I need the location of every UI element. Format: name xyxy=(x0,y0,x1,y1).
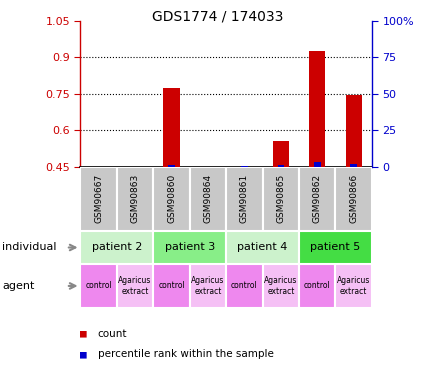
Text: GSM90862: GSM90862 xyxy=(312,174,321,223)
Bar xyxy=(168,165,174,167)
Bar xyxy=(80,167,117,231)
Bar xyxy=(153,231,226,264)
Text: patient 5: patient 5 xyxy=(309,243,360,252)
Text: GSM90860: GSM90860 xyxy=(167,174,176,223)
Bar xyxy=(272,141,288,167)
Bar xyxy=(335,264,371,308)
Bar xyxy=(153,264,189,308)
Bar xyxy=(189,167,226,231)
Bar xyxy=(226,231,299,264)
Bar xyxy=(189,264,226,308)
Text: percentile rank within the sample: percentile rank within the sample xyxy=(98,350,273,359)
Bar xyxy=(299,264,335,308)
Text: Agaricus
extract: Agaricus extract xyxy=(336,276,369,296)
Bar xyxy=(345,95,361,167)
Bar xyxy=(299,167,335,231)
Text: Agaricus
extract: Agaricus extract xyxy=(118,276,151,296)
Bar xyxy=(117,167,153,231)
Text: ■: ■ xyxy=(80,329,87,339)
Text: control: control xyxy=(85,281,112,290)
Text: patient 4: patient 4 xyxy=(237,243,287,252)
Bar xyxy=(240,166,247,167)
Bar xyxy=(299,231,371,264)
Bar xyxy=(335,167,371,231)
Text: GSM90864: GSM90864 xyxy=(203,174,212,223)
Text: individual: individual xyxy=(2,243,56,252)
Bar xyxy=(309,51,325,167)
Bar xyxy=(262,264,298,308)
Text: patient 2: patient 2 xyxy=(92,243,142,252)
Text: GSM90866: GSM90866 xyxy=(349,174,357,223)
Bar xyxy=(350,164,356,167)
Text: ■: ■ xyxy=(80,350,87,359)
Bar xyxy=(226,167,262,231)
Text: control: control xyxy=(303,281,330,290)
Text: count: count xyxy=(98,329,127,339)
Bar xyxy=(313,162,320,167)
Text: GSM90865: GSM90865 xyxy=(276,174,285,223)
Bar xyxy=(153,167,189,231)
Text: GSM90863: GSM90863 xyxy=(130,174,139,223)
Bar xyxy=(262,167,298,231)
Bar xyxy=(226,264,262,308)
Text: control: control xyxy=(230,281,257,290)
Text: Agaricus
extract: Agaricus extract xyxy=(263,276,297,296)
Text: GSM90861: GSM90861 xyxy=(240,174,248,223)
Text: control: control xyxy=(158,281,184,290)
Bar xyxy=(117,264,153,308)
Text: GSM90667: GSM90667 xyxy=(94,174,103,223)
Text: Agaricus
extract: Agaricus extract xyxy=(191,276,224,296)
Bar xyxy=(277,165,283,167)
Text: GDS1774 / 174033: GDS1774 / 174033 xyxy=(151,9,283,23)
Bar xyxy=(80,231,153,264)
Bar xyxy=(80,264,117,308)
Bar xyxy=(163,88,179,167)
Text: agent: agent xyxy=(2,281,34,291)
Text: patient 3: patient 3 xyxy=(164,243,214,252)
